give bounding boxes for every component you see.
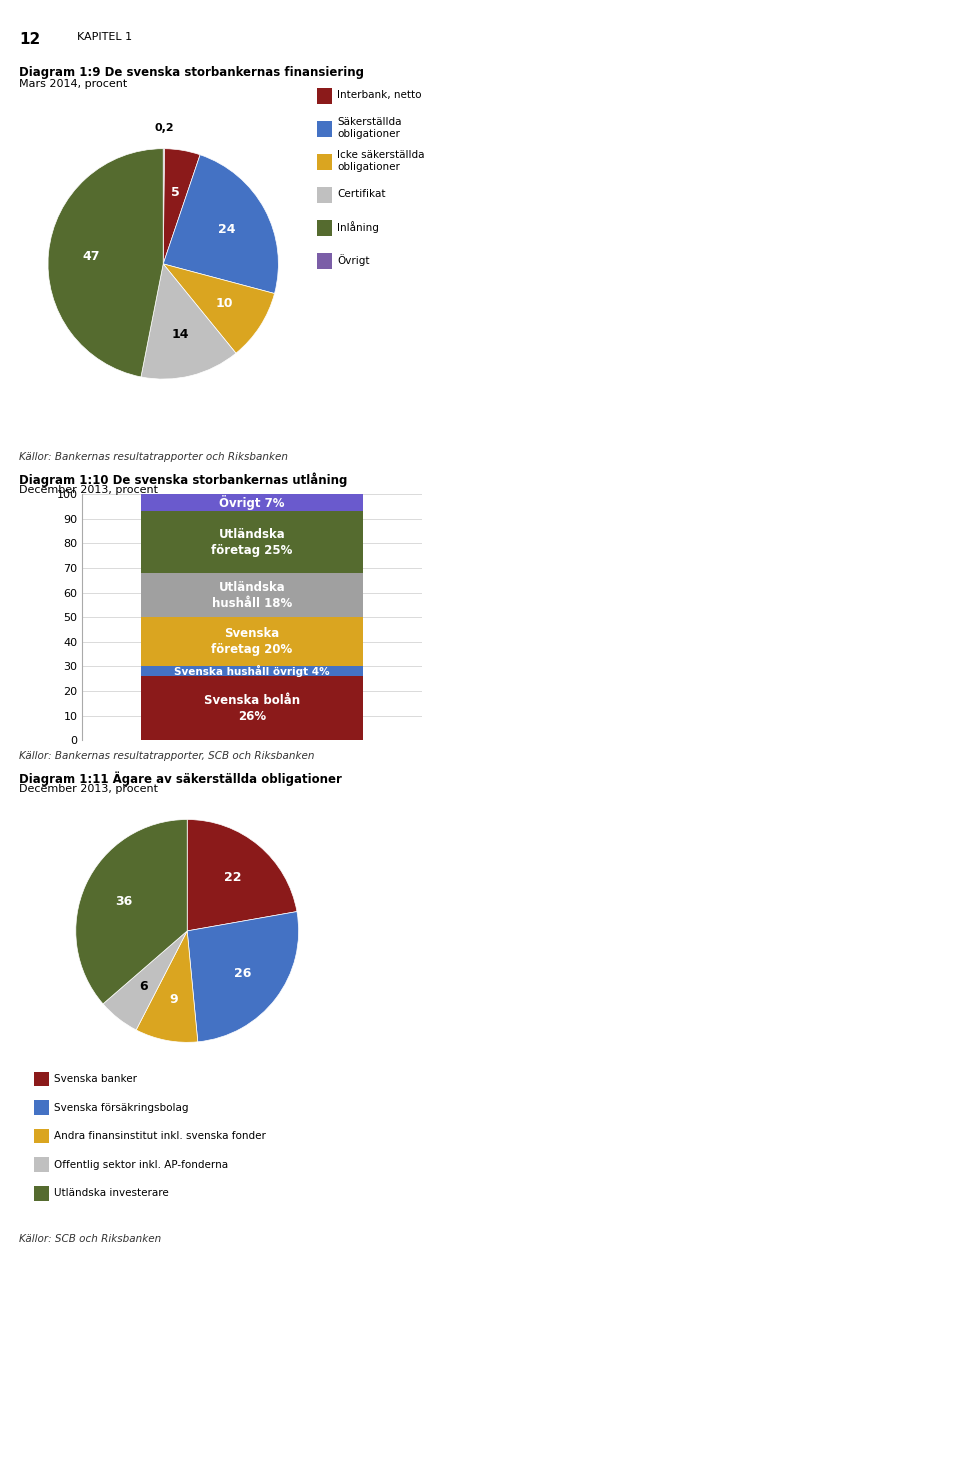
Text: Andra finansinstitut inkl. svenska fonder: Andra finansinstitut inkl. svenska fonde… <box>54 1132 266 1141</box>
Bar <box>141 573 363 617</box>
Wedge shape <box>163 148 165 264</box>
Wedge shape <box>163 155 278 293</box>
Text: Svenska försäkringsbolag: Svenska försäkringsbolag <box>54 1102 188 1113</box>
Bar <box>141 494 363 512</box>
Text: 5: 5 <box>171 186 180 199</box>
Text: Certifikat: Certifikat <box>337 189 386 199</box>
Bar <box>141 512 363 573</box>
Text: 26: 26 <box>234 968 252 979</box>
Bar <box>141 676 363 740</box>
Bar <box>141 617 363 667</box>
Bar <box>141 667 363 676</box>
Text: Källor: Bankernas resultatrapporter och Riksbanken: Källor: Bankernas resultatrapporter och … <box>19 452 288 462</box>
Wedge shape <box>141 264 236 380</box>
Text: Övrigt 7%: Övrigt 7% <box>219 496 285 510</box>
Text: Diagram 1:10 De svenska storbankernas utlåning: Diagram 1:10 De svenska storbankernas ut… <box>19 472 348 487</box>
Text: KAPITEL 1: KAPITEL 1 <box>77 32 132 43</box>
Text: Svenska
företag 20%: Svenska företag 20% <box>211 627 293 657</box>
Wedge shape <box>163 264 275 353</box>
Text: 36: 36 <box>115 896 132 909</box>
Text: Källor: Bankernas resultatrapporter, SCB och Riksbanken: Källor: Bankernas resultatrapporter, SCB… <box>19 751 315 761</box>
Text: Svenska hushåll övrigt 4%: Svenska hushåll övrigt 4% <box>174 666 330 677</box>
Text: Interbank, netto: Interbank, netto <box>337 91 421 100</box>
Text: 9: 9 <box>170 994 179 1006</box>
Text: 0,2: 0,2 <box>155 123 174 133</box>
Text: Diagram 1:11 Ägare av säkerställda obligationer: Diagram 1:11 Ägare av säkerställda oblig… <box>19 771 342 786</box>
Text: 14: 14 <box>172 328 189 340</box>
Text: Säkerställda
obligationer: Säkerställda obligationer <box>337 117 401 139</box>
Text: Övrigt: Övrigt <box>337 254 370 267</box>
Text: 47: 47 <box>83 251 100 264</box>
Text: Offentlig sektor inkl. AP-fonderna: Offentlig sektor inkl. AP-fonderna <box>54 1160 228 1170</box>
Text: Icke säkerställda
obligationer: Icke säkerställda obligationer <box>337 151 424 172</box>
Text: Utländska
hushåll 18%: Utländska hushåll 18% <box>212 581 292 610</box>
Text: 24: 24 <box>219 223 236 236</box>
Wedge shape <box>187 912 299 1042</box>
Text: Källor: SCB och Riksbanken: Källor: SCB och Riksbanken <box>19 1234 161 1245</box>
Text: Utländska investerare: Utländska investerare <box>54 1189 169 1198</box>
Wedge shape <box>187 819 297 931</box>
Wedge shape <box>136 931 198 1042</box>
Wedge shape <box>103 931 187 1031</box>
Text: December 2013, procent: December 2013, procent <box>19 485 158 496</box>
Text: Utländska
företag 25%: Utländska företag 25% <box>211 528 293 557</box>
Text: Svenska bolån
26%: Svenska bolån 26% <box>204 693 300 723</box>
Text: December 2013, procent: December 2013, procent <box>19 784 158 795</box>
Wedge shape <box>48 148 163 377</box>
Wedge shape <box>76 819 187 1004</box>
Text: 10: 10 <box>215 296 233 309</box>
Text: Mars 2014, procent: Mars 2014, procent <box>19 79 128 89</box>
Text: Svenska banker: Svenska banker <box>54 1075 136 1083</box>
Wedge shape <box>163 148 200 264</box>
Text: 22: 22 <box>224 871 241 884</box>
Text: 12: 12 <box>19 32 40 47</box>
Text: Diagram 1:9 De svenska storbankernas finansiering: Diagram 1:9 De svenska storbankernas fin… <box>19 66 364 79</box>
Text: 6: 6 <box>139 979 148 992</box>
Text: Inlåning: Inlåning <box>337 221 379 233</box>
